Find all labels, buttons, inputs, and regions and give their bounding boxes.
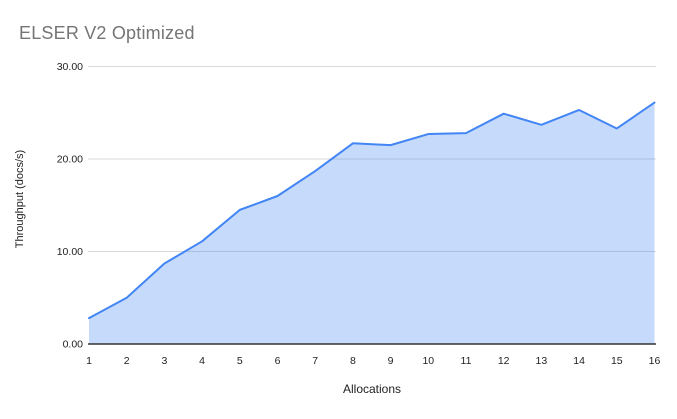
y-tick-label: 20.00 [57,154,83,166]
x-tick-label: 4 [199,355,205,367]
x-tick-label: 14 [573,355,585,367]
x-tick-label: 9 [388,355,394,367]
y-axis-title: Throughput (docs/s) [14,150,26,248]
x-tick-label: 8 [350,355,356,367]
chart-title: ELSER V2 Optimized [19,23,195,43]
x-tick-label: 6 [275,355,281,367]
x-tick-label: 3 [161,355,167,367]
x-tick-label: 11 [461,355,472,367]
series-line [88,101,656,320]
x-tick-label: 15 [611,355,623,367]
y-tick-label: 30.00 [57,61,83,73]
x-tick-label: 1 [86,355,92,367]
x-axis-title: Allocations [343,382,401,396]
x-tick-label: 2 [124,355,130,367]
x-tick-label: 10 [422,355,434,367]
x-tick-label: 13 [536,355,548,367]
y-tick-label: 0.00 [63,339,84,351]
x-tick-label: 16 [649,355,661,367]
series-area-fill [89,102,655,344]
y-tick-label: 10.00 [57,246,83,258]
x-tick-label: 12 [498,355,510,367]
x-tick-label: 5 [237,355,243,367]
x-tick-label: 7 [312,355,318,367]
